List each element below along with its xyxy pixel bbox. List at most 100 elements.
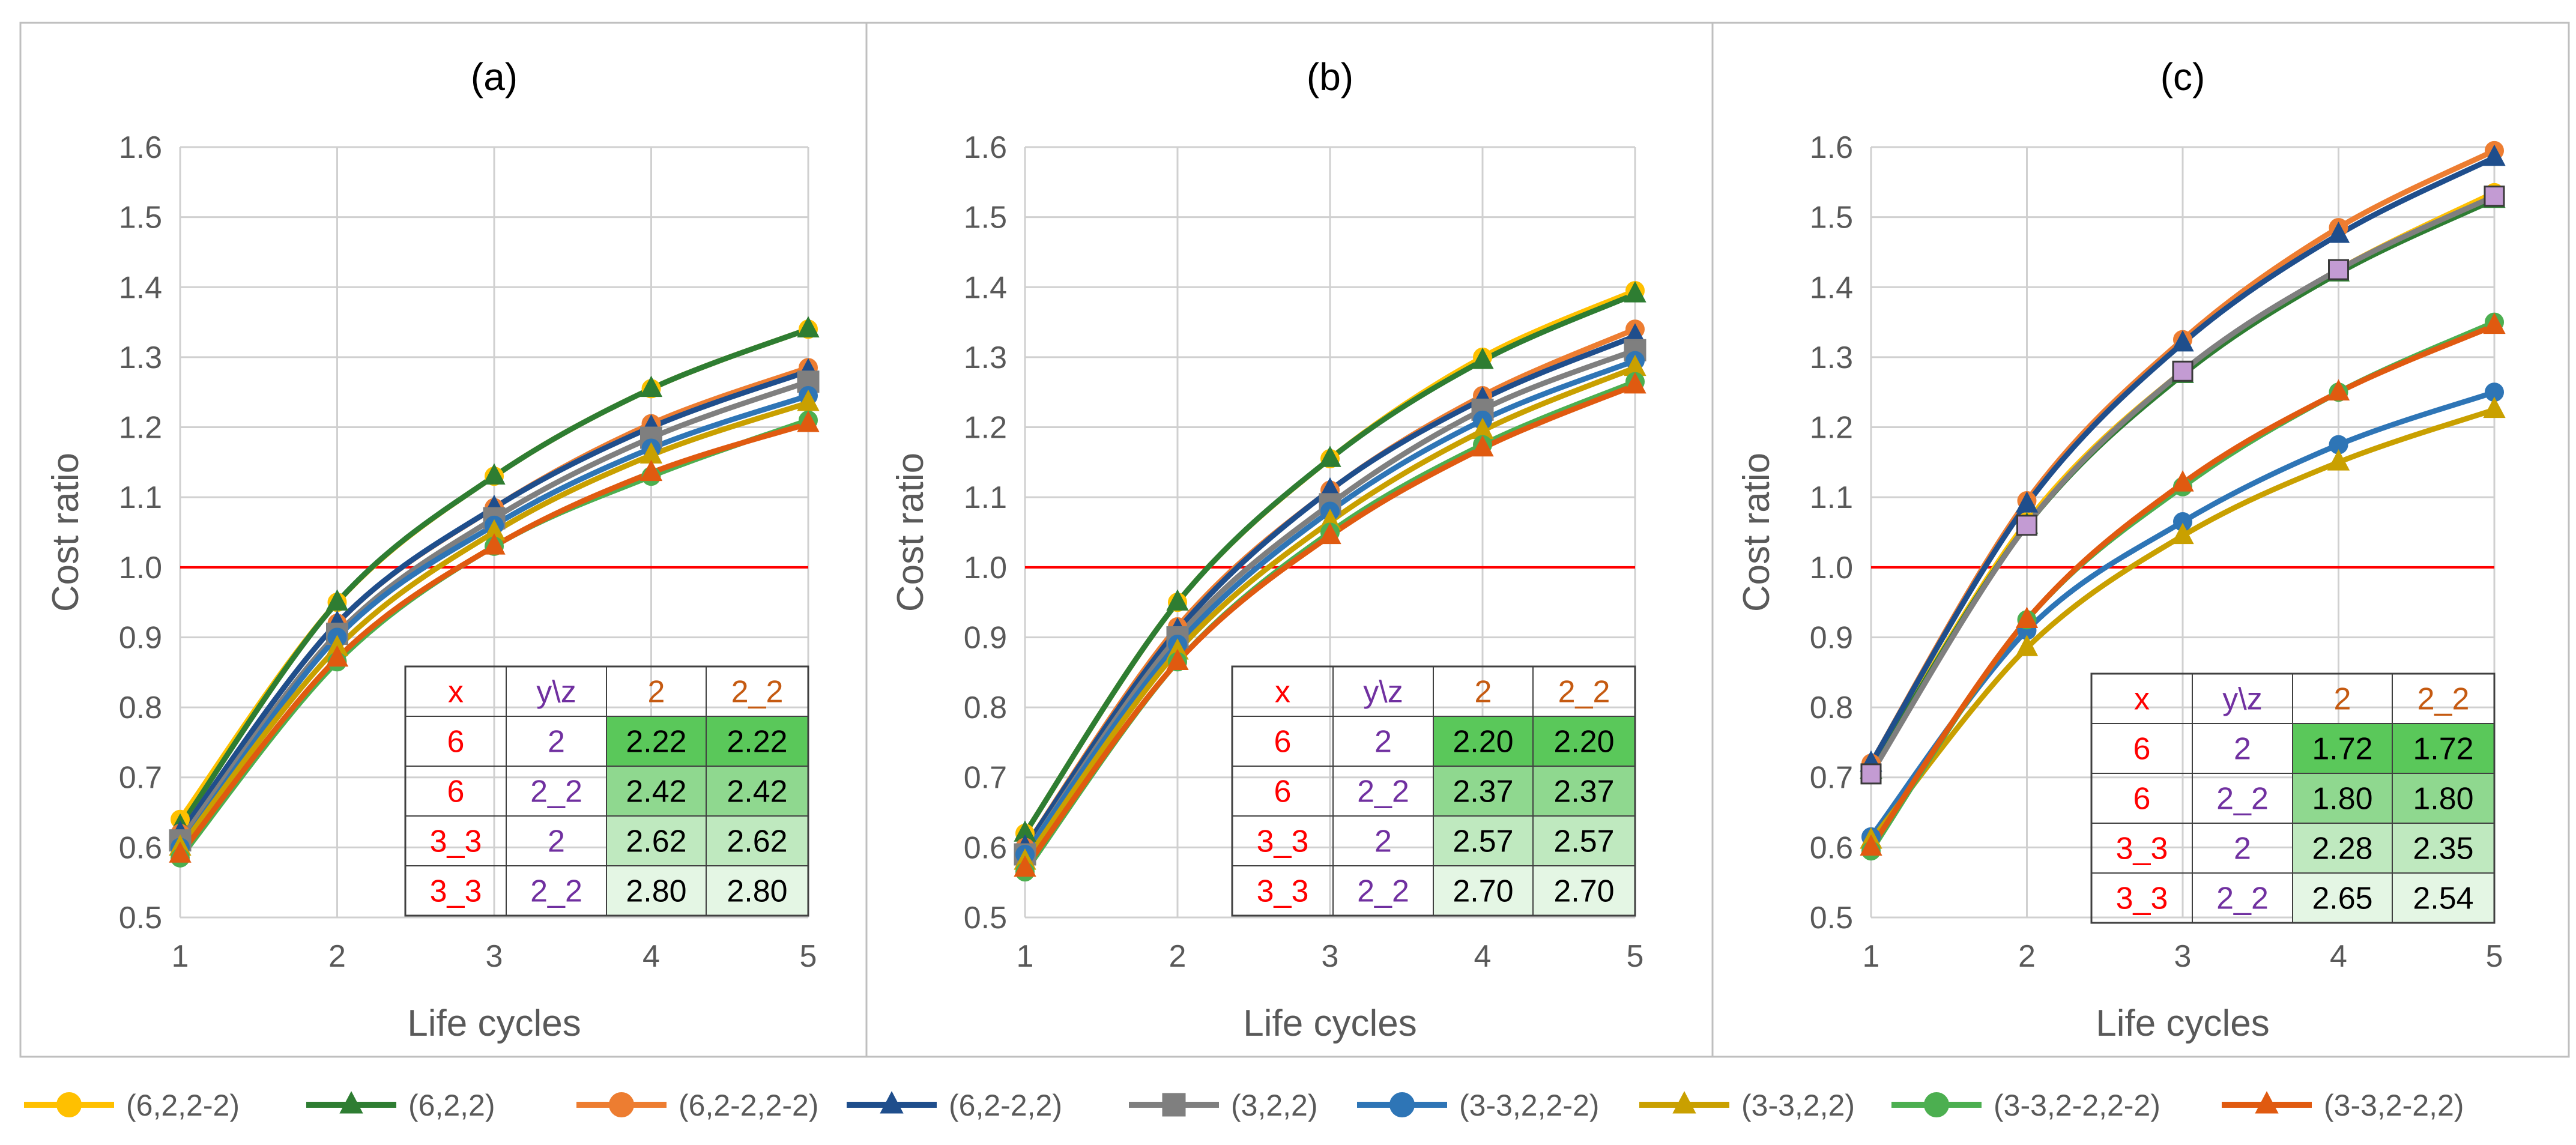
y-tick-label: 1.0 [1810,551,1853,585]
table-y-cell: 2_2 [1357,775,1409,809]
x-axis-label: Life cycles [1243,1003,1416,1044]
inset-table: x y\z 2 2_2 6 2 2.22 2.22 6 2_2 2.42 2.42 3_3 2 2.62 2.… [404,665,809,917]
chart-title: (a) [471,55,518,98]
data-point [1624,372,1646,394]
table-x-cell: 3_3 [430,824,482,859]
legend-label: (3-3,2,2) [1741,1089,1855,1122]
table-header-cell: 2_2 [1558,675,1610,710]
data-point [797,411,820,432]
legend-label: (3-3,2-2,2) [2324,1089,2464,1122]
table-x-cell: 6 [2133,732,2151,767]
data-point [169,841,192,863]
data-point [2015,606,2039,629]
table-value-cell: 2.22 [626,725,686,760]
data-point [1471,435,1494,457]
y-tick-label: 0.9 [1810,620,1853,655]
table-cell-fill [2293,724,2392,773]
table-cell-fill [1433,866,1533,916]
chart-panel-a: (a) 0.5 0.6 0.7 0.8 0.9 1.0 1.1 1.2 1.3 1.4 1.5 1.6 1… [45,55,820,1044]
table-cell-fill [1533,866,1635,916]
y-tick-label: 1.2 [964,411,1007,446]
table-value-cell: 2.42 [626,775,686,809]
table-cell-fill [1433,766,1533,816]
table-header-cell: y\z [1363,675,1403,710]
table-x-cell: 3_3 [2116,881,2168,916]
x-axis-label: Life cycles [407,1003,581,1044]
table-header-cell: 2 [648,675,665,710]
table-cell-fill [706,766,808,816]
table-header-cell: x [448,675,464,710]
table-cell-fill [1433,816,1533,866]
table-header-cell: 2 [1475,675,1492,710]
chart-panel-c: (c) 0.5 0.6 0.7 0.8 0.9 1.0 1.1 1.2 1.3 1.4 1.5 1.6 1… [1736,55,2506,1044]
y-tick-label: 1.6 [119,130,162,165]
table-y-cell: 2 [1374,725,1392,760]
y-tick-label: 0.6 [1810,830,1853,865]
data-point [1166,648,1189,671]
y-tick-label: 1.1 [119,480,162,515]
table-header-cell: y\z [2222,682,2262,717]
table-x-cell: 6 [447,775,465,809]
y-tick-label: 0.7 [964,761,1007,796]
data-point [325,645,349,667]
data-point [483,533,506,555]
table-y-cell: 2_2 [2216,881,2269,916]
data-point [2171,330,2194,352]
data-point [639,459,663,482]
table-x-cell: 6 [1274,725,1292,760]
table-header-cell: y\z [536,675,576,710]
data-point [2015,491,2039,513]
table-y-cell: 2 [1374,824,1392,859]
y-tick-label: 0.9 [964,620,1007,655]
series-line [1868,154,2497,766]
y-tick-label: 0.8 [964,690,1007,725]
series-line [177,400,811,850]
table-value-cell: 2.54 [2413,881,2473,916]
y-tick-label: 0.5 [964,901,1007,935]
table-cell-fill [2392,773,2494,823]
table-y-cell: 2 [548,725,565,760]
table-cell-fill [1533,766,1635,816]
x-tick-label: 5 [800,939,817,974]
table-value-cell: 1.72 [2413,732,2473,767]
y-tick-label: 1.4 [964,270,1007,305]
table-cell-fill [2293,873,2392,923]
table-x-cell: 6 [1274,775,1292,809]
y-tick-label: 1.3 [1810,340,1853,375]
data-point [1014,855,1036,877]
y-tick-label: 1.6 [964,130,1007,165]
table-cell-fill [606,716,706,766]
table-value-cell: 2.62 [727,824,787,859]
inset-table: x y\z 2 2_2 6 2 2.20 2.20 6 2_2 2.37 2.37 3_3 2 2.57 2.… [1231,665,1636,917]
x-tick-label: 5 [2486,939,2503,974]
y-tick-label: 0.5 [119,901,162,935]
table-value-cell: 2.65 [2312,881,2372,916]
x-tick-label: 2 [328,939,346,974]
inset-table: x y\z 2 2_2 6 2 1.72 1.72 6 2_2 1.80 1.80 3_3 2 2.28 2.… [2090,672,2496,924]
table-cell-fill [606,766,706,816]
legend-marker [1924,1092,1949,1117]
x-tick-label: 3 [1322,939,1339,974]
data-point [2483,144,2506,166]
series-line [1868,322,2497,850]
table-cell-fill [2293,823,2392,873]
table-header-cell: 2 [2334,682,2351,717]
table-value-cell: 2.57 [1453,824,1513,859]
table-value-cell: 2.37 [1453,775,1513,809]
legend-marker [2255,1091,2279,1114]
data-point [2328,259,2349,280]
table-cell-fill [606,816,706,866]
table-cell-fill [2392,823,2494,873]
x-tick-label: 4 [642,939,660,974]
table-value-cell: 2.70 [1553,874,1614,909]
y-tick-label: 1.1 [964,480,1007,515]
table-y-cell: 2 [2234,832,2251,866]
y-tick-label: 1.5 [964,201,1007,235]
data-point [325,589,349,611]
table-cell-fill [1533,716,1635,766]
data-point [1471,348,1494,369]
y-tick-label: 0.6 [964,830,1007,865]
data-point [797,316,820,338]
x-tick-label: 4 [2330,939,2347,974]
